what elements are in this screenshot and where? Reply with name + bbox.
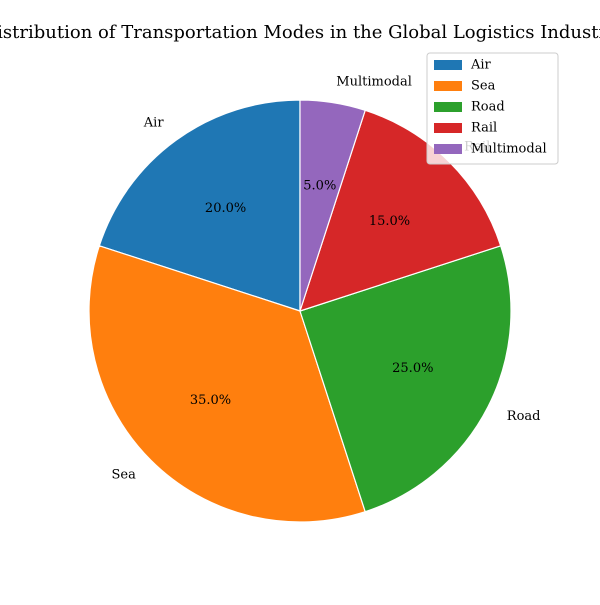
legend-swatch-multimodal [434, 144, 462, 154]
legend-label-sea: Sea [471, 79, 496, 94]
legend-swatch-sea [434, 81, 462, 91]
pie-slice-sea [88, 245, 366, 523]
pie-slice-air [98, 99, 301, 312]
legend-label-multimodal: Multimodal [471, 142, 547, 157]
pie-slice-multimodal [299, 99, 366, 312]
percent-label-air: 20.0% [205, 201, 246, 216]
legend-swatch-rail [434, 123, 462, 133]
legend-label-rail: Rail [471, 121, 497, 136]
percent-label-rail: 15.0% [369, 214, 410, 229]
legend-label-road: Road [471, 100, 505, 115]
legend-swatch-road [434, 102, 462, 112]
percent-label-multimodal: 5.0% [303, 178, 336, 193]
pie-slices [88, 99, 512, 523]
slice-label-road: Road [507, 409, 541, 424]
legend-swatch-air [434, 60, 462, 70]
percent-label-sea: 35.0% [190, 393, 231, 408]
chart-title: Distribution of Transportation Modes in … [0, 22, 600, 43]
legend-frame [426, 52, 559, 165]
slice-label-multimodal: Multimodal [336, 74, 412, 89]
pie-slice-road [299, 245, 512, 513]
slice-label-air: Air [143, 116, 165, 131]
slice-label-sea: Sea [112, 468, 137, 483]
legend: Air Sea Road Rail Multimodal [426, 52, 559, 165]
percent-label-road: 25.0% [392, 361, 433, 376]
legend-label-air: Air [470, 58, 492, 73]
